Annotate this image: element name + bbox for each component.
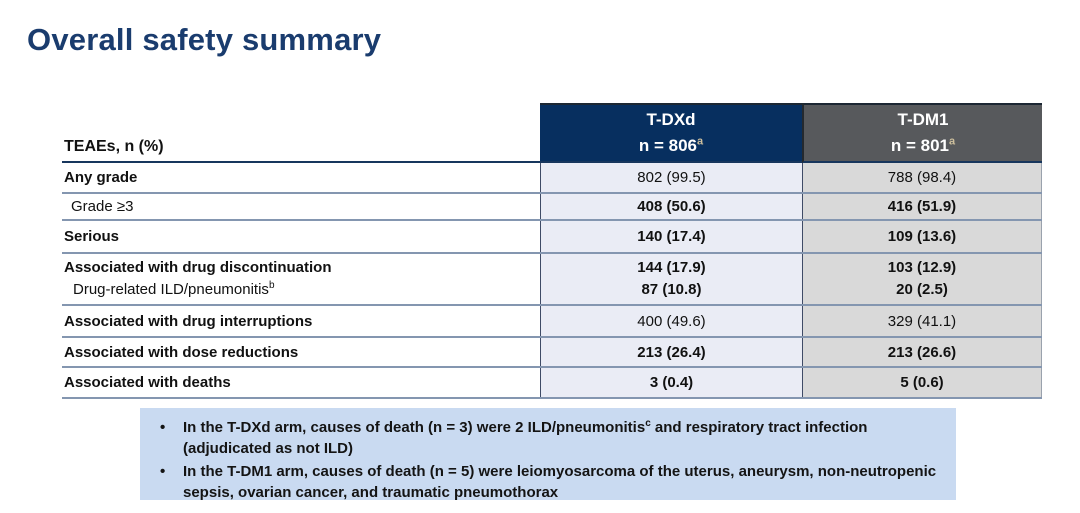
tdxd-value: 140 (17.4) <box>540 221 802 252</box>
column-header-tdxd: T-DXd n = 806a <box>540 103 802 163</box>
tdm1-value: 788 (98.4) <box>802 163 1042 192</box>
footnote-marker-c: c <box>645 418 651 429</box>
table-row-discontinuation: Associated with drug discontinuation Dru… <box>62 254 1042 306</box>
tdxd-value: 802 (99.5) <box>540 163 802 192</box>
row-label: Serious <box>64 228 120 245</box>
callout-bullet-tdm1: • In the T-DM1 arm, causes of death (n =… <box>160 461 940 503</box>
tdxd-arm-n: n = 806a <box>638 135 704 155</box>
tdm1-value: 416 (51.9) <box>802 194 1042 219</box>
table-row-dose-reductions: Associated with dose reductions 213 (26.… <box>62 338 1042 368</box>
page-title: Overall safety summary <box>27 22 382 57</box>
tdxd-arm-name: T-DXd <box>646 110 696 129</box>
row-label: Associated with drug interruptions <box>64 312 313 330</box>
table-row-interruptions: Associated with drug interruptions 400 (… <box>62 306 1042 338</box>
tdxd-value: 400 (49.6) <box>540 306 802 336</box>
bullet-icon: • <box>160 419 166 436</box>
table-row-any-grade: Any grade 802 (99.5) 788 (98.4) <box>62 163 1042 194</box>
table-row-grade-ge3: Grade ≥3 408 (50.6) 416 (51.9) <box>62 194 1042 221</box>
row-label: Any grade <box>64 169 138 186</box>
table-header-row: TEAEs, n (%) T-DXd n = 806a T-DM1 n = 80… <box>62 103 1042 163</box>
callout-bullet-text: In the T-DM1 arm, causes of death (n = 5… <box>183 463 937 501</box>
tdm1-value: 109 (13.6) <box>802 221 1042 252</box>
row-label: Associated with deaths <box>64 374 231 391</box>
row-label: Grade ≥3 <box>71 198 134 215</box>
footnote-marker-b: b <box>268 280 275 291</box>
tdxd-value: 3 (0.4) <box>540 368 802 397</box>
tdxd-value: 408 (50.6) <box>540 194 802 219</box>
tdm1-value: 5 (0.6) <box>802 368 1042 397</box>
tdm1-value: 329 (41.1) <box>802 306 1042 336</box>
tdm1-value: 213 (26.6) <box>802 338 1042 366</box>
tdxd-value: 213 (26.4) <box>540 338 802 366</box>
table-row-deaths: Associated with deaths 3 (0.4) 5 (0.6) <box>62 368 1042 399</box>
deaths-callout-box: • In the T-DXd arm, causes of death (n =… <box>140 408 956 503</box>
footnote-marker-a: a <box>697 135 704 148</box>
tdm1-arm-n: n = 801a <box>890 135 956 155</box>
tdm1-arm-name: T-DM1 <box>897 110 949 129</box>
row-label-main: Associated with drug discontinuation <box>64 259 332 276</box>
row-label: Associated with dose reductions <box>64 343 299 361</box>
table-header-teaes: TEAEs, n (%) <box>62 103 540 163</box>
tdm1-value: 103 (12.9) 20 (2.5) <box>802 254 1042 304</box>
safety-summary-table: TEAEs, n (%) T-DXd n = 806a T-DM1 n = 80… <box>62 103 1042 399</box>
bullet-icon: • <box>160 463 166 480</box>
callout-bullet-text: In the T-DXd arm, causes of death (n = 3… <box>183 418 868 458</box>
row-label-sub: Drug-related ILD/pneumonitisb <box>73 280 275 299</box>
footnote-marker-a: a <box>949 135 956 148</box>
table-row-serious: Serious 140 (17.4) 109 (13.6) <box>62 221 1042 254</box>
row-label: Associated with drug discontinuation Dru… <box>62 254 540 304</box>
column-header-tdm1: T-DM1 n = 801a <box>802 103 1042 163</box>
callout-bullet-tdxd: • In the T-DXd arm, causes of death (n =… <box>160 417 940 459</box>
tdxd-value: 144 (17.9) 87 (10.8) <box>540 254 802 304</box>
